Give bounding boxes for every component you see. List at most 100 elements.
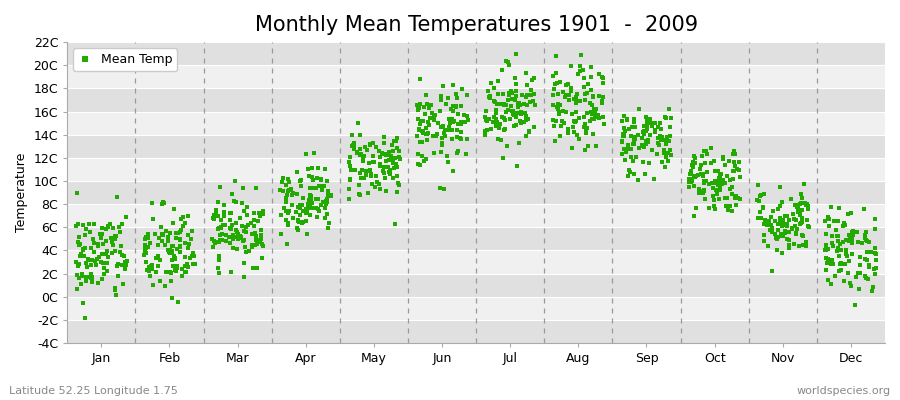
Mean Temp (523, 99, 537, 106)
Mean Temp (179, 268, 194, 275)
Mean Temp (512, 140, 526, 146)
Mean Temp (285, 214, 300, 221)
Mean Temp (302, 212, 317, 218)
Mean Temp (390, 134, 404, 141)
Mean Temp (491, 123, 506, 130)
Mean Temp (684, 179, 698, 186)
Mean Temp (178, 262, 193, 269)
Mean Temp (453, 135, 467, 142)
Mean Temp (782, 217, 796, 223)
Mean Temp (487, 97, 501, 104)
Mean Temp (566, 124, 580, 130)
Mean Temp (235, 223, 249, 229)
Mean Temp (76, 246, 91, 252)
Mean Temp (505, 108, 519, 114)
Mean Temp (571, 98, 585, 104)
Mean Temp (687, 153, 701, 159)
Mean Temp (460, 136, 474, 142)
Mean Temp (756, 238, 770, 244)
Mean Temp (840, 237, 854, 244)
Mean Temp (100, 268, 114, 275)
Mean Temp (446, 119, 461, 125)
Mean Temp (386, 175, 400, 181)
Mean Temp (583, 64, 598, 71)
Mean Temp (413, 101, 428, 107)
Mean Temp (379, 188, 393, 194)
Mean Temp (850, 270, 865, 276)
Mean Temp (419, 137, 434, 144)
Mean Temp (184, 235, 198, 242)
Mean Temp (213, 237, 228, 244)
Mean Temp (793, 200, 807, 207)
Mean Temp (378, 152, 392, 158)
Mean Temp (74, 281, 88, 288)
Mean Temp (786, 211, 800, 218)
Mean Temp (117, 259, 131, 265)
Mean Temp (299, 210, 313, 216)
Mean Temp (830, 248, 844, 254)
Mean Temp (434, 149, 448, 156)
Mean Temp (166, 219, 181, 226)
Mean Temp (494, 136, 508, 143)
Mean Temp (153, 278, 167, 284)
Mean Temp (414, 152, 428, 159)
Mean Temp (596, 94, 610, 100)
Mean Temp (577, 124, 591, 130)
Mean Temp (831, 245, 845, 251)
Mean Temp (639, 140, 653, 147)
Mean Temp (366, 159, 381, 166)
Mean Temp (74, 251, 88, 257)
Mean Temp (578, 97, 592, 104)
Mean Temp (434, 97, 448, 103)
Mean Temp (616, 133, 631, 139)
Mean Temp (230, 229, 245, 235)
Mean Temp (247, 210, 261, 216)
Mean Temp (546, 117, 561, 124)
Mean Temp (424, 102, 438, 108)
Mean Temp (418, 156, 433, 162)
Mean Temp (352, 191, 366, 197)
Mean Temp (358, 172, 373, 178)
Mean Temp (387, 164, 401, 171)
Mean Temp (166, 295, 180, 301)
Mean Temp (838, 261, 852, 267)
Mean Temp (282, 208, 296, 215)
Mean Temp (796, 241, 810, 248)
Mean Temp (215, 231, 230, 238)
Mean Temp (769, 218, 783, 224)
Mean Temp (140, 267, 155, 274)
Mean Temp (831, 218, 845, 224)
Mean Temp (776, 217, 790, 224)
Mean Temp (571, 91, 585, 97)
Mean Temp (715, 171, 729, 177)
Mean Temp (545, 72, 560, 79)
Mean Temp (155, 201, 169, 208)
Mean Temp (301, 205, 315, 211)
Mean Temp (775, 199, 789, 205)
Mean Temp (696, 173, 710, 179)
Mean Temp (795, 215, 809, 221)
Mean Temp (713, 176, 727, 182)
Mean Temp (107, 236, 122, 242)
Mean Temp (547, 80, 562, 87)
Mean Temp (294, 220, 309, 226)
Mean Temp (86, 236, 100, 242)
Mean Temp (868, 250, 882, 256)
Mean Temp (575, 67, 590, 73)
Mean Temp (364, 173, 378, 179)
Mean Temp (561, 130, 575, 136)
Mean Temp (797, 200, 812, 206)
Mean Temp (818, 267, 832, 274)
Mean Temp (302, 197, 316, 203)
Mean Temp (274, 212, 288, 218)
Mean Temp (309, 185, 323, 191)
Bar (68, 227, 885, 250)
Mean Temp (451, 147, 465, 154)
Mean Temp (525, 77, 539, 83)
Mean Temp (552, 108, 566, 115)
Mean Temp (345, 132, 359, 139)
Mean Temp (619, 149, 634, 155)
Mean Temp (346, 142, 360, 149)
Mean Temp (627, 171, 642, 178)
Mean Temp (788, 231, 803, 238)
